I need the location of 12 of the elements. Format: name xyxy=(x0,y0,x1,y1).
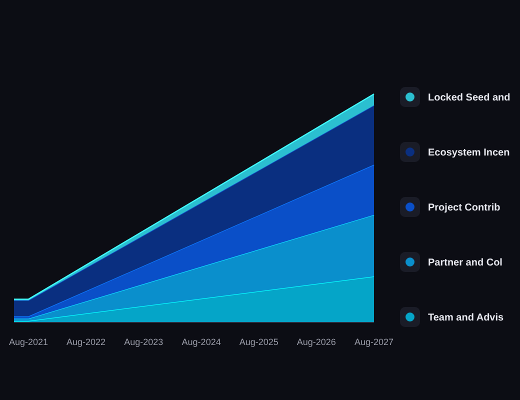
x-tick-label: Aug-2026 xyxy=(296,337,336,347)
legend-label: Locked Seed and xyxy=(428,92,510,104)
legend-label: Ecosystem Incen xyxy=(428,148,510,158)
x-tick-label: Aug-2022 xyxy=(66,337,106,347)
x-tick-label: Aug-2023 xyxy=(124,337,164,347)
legend-label: Team and Advis xyxy=(428,312,504,324)
legend-label: Partner and Col xyxy=(428,258,503,268)
x-tick-label: Aug-2021 xyxy=(8,337,48,347)
x-tick-label: Aug-2025 xyxy=(239,337,278,347)
x-tick-label: Aug-2024 xyxy=(182,337,221,347)
legend-label: Project Contrib xyxy=(428,202,500,214)
x-tick-label: Aug-2027 xyxy=(354,337,394,347)
